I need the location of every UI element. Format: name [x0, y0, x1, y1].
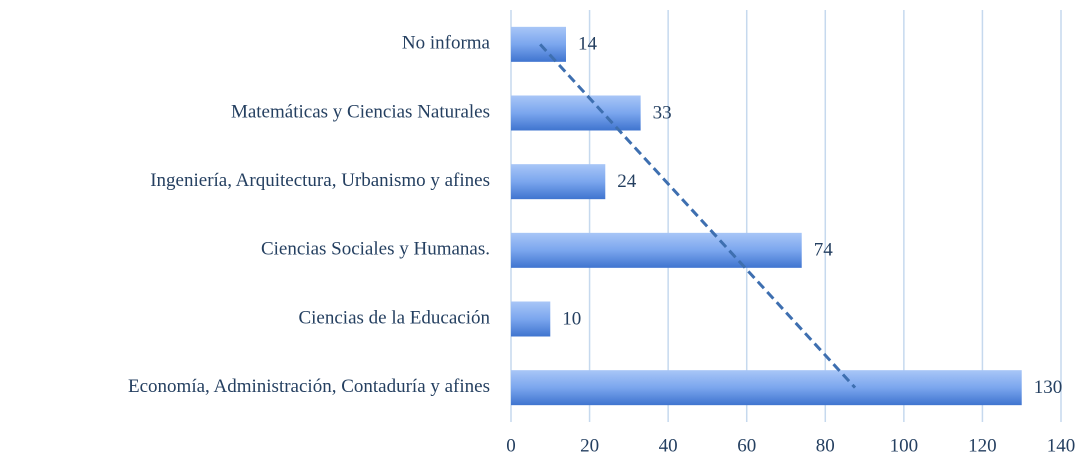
value-label: 10 [562, 308, 581, 329]
bar [511, 370, 1022, 406]
value-label: 130 [1034, 377, 1063, 398]
y-tick-label: Matemáticas y Ciencias Naturales [231, 101, 490, 122]
x-tick-label: 140 [1047, 435, 1076, 456]
x-tick-label: 80 [816, 435, 835, 456]
x-tick-label: 0 [506, 435, 516, 456]
x-tick-label: 120 [968, 435, 997, 456]
x-tick-label: 100 [890, 435, 919, 456]
x-tick-label: 40 [659, 435, 678, 456]
value-label: 33 [653, 102, 672, 123]
bar [511, 164, 606, 200]
trendline [539, 43, 857, 389]
y-tick-label: Ciencias Sociales y Humanas. [261, 239, 490, 260]
value-label: 14 [578, 34, 598, 55]
y-tick-label: Ciencias de la Educación [298, 307, 490, 328]
value-label: 24 [617, 171, 637, 192]
x-tick-label: 20 [580, 435, 599, 456]
bar [511, 26, 566, 62]
y-tick-label: Ingeniería, Arquitectura, Urbanismo y af… [150, 170, 490, 191]
value-label: 74 [814, 240, 834, 261]
y-tick-label: No informa [402, 33, 491, 54]
y-tick-label: Economía, Administración, Contaduría y a… [128, 376, 490, 397]
bar [511, 95, 641, 131]
bar [511, 232, 802, 268]
bar [511, 301, 551, 337]
x-tick-label: 60 [737, 435, 756, 456]
